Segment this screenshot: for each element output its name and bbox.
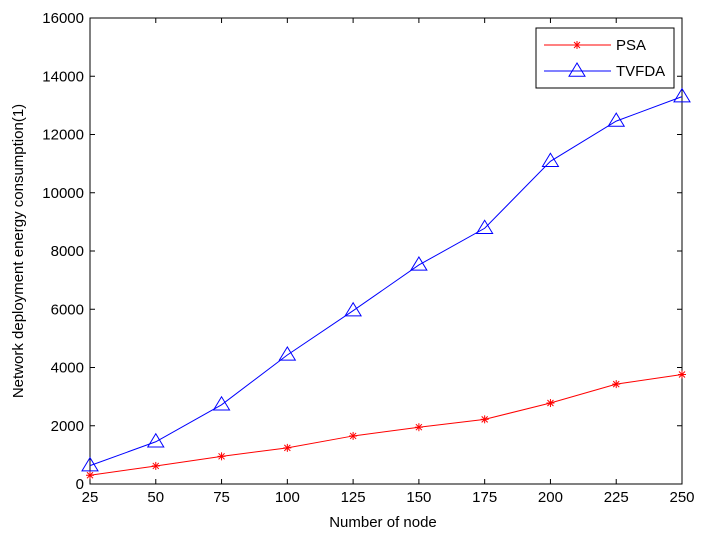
- data-point-tvfda: [146, 432, 165, 448]
- x-tick-label: 125: [341, 489, 366, 506]
- legend-label: PSA: [616, 37, 646, 54]
- y-tick-label: 8000: [51, 243, 84, 260]
- data-point-psa: [546, 399, 555, 408]
- data-point-tvfda: [344, 301, 362, 317]
- plot-background: [90, 18, 682, 484]
- series-psa: [86, 370, 686, 480]
- y-tick-label: 16000: [42, 10, 84, 27]
- y-axis-title: Network deployment energy consumption(1): [10, 104, 27, 398]
- data-point-psa: [217, 452, 226, 461]
- x-tick-label: 75: [213, 489, 230, 506]
- y-tick-label: 10000: [42, 185, 84, 202]
- data-point-tvfda: [212, 395, 231, 411]
- legend-marker: [568, 62, 586, 77]
- y-tick-label: 12000: [42, 127, 84, 144]
- data-point-tvfda: [278, 346, 297, 361]
- series-line-tvfda: [89, 96, 683, 467]
- data-point-psa: [480, 415, 489, 424]
- x-axis-title: Number of node: [329, 514, 437, 531]
- legend-entry-psa: PSA: [544, 37, 646, 54]
- x-tick-label: 200: [538, 489, 563, 506]
- legend: PSA TVFDA: [535, 27, 675, 89]
- data-point-psa: [283, 443, 292, 452]
- x-tick-label: 150: [406, 489, 431, 506]
- legend-marker: [573, 41, 581, 49]
- data-point-tvfda: [607, 112, 626, 127]
- y-tick-label: 4000: [51, 360, 84, 377]
- x-tick-label: 225: [604, 489, 629, 506]
- legend-box: [535, 27, 675, 89]
- x-tick-label: 175: [472, 489, 497, 506]
- x-ticks: 25 50 75 100 125 150 175 200 225 250: [82, 18, 695, 506]
- y-tick-label: 2000: [51, 418, 84, 435]
- x-tick-label: 25: [82, 489, 99, 506]
- legend-label: TVFDA: [616, 63, 665, 80]
- data-point-psa: [678, 370, 686, 379]
- series-group: [81, 87, 691, 480]
- x-tick-label: 250: [669, 489, 694, 506]
- y-tick-label: 6000: [51, 301, 84, 318]
- data-point-tvfda: [673, 87, 691, 103]
- data-point-psa: [349, 431, 358, 440]
- data-point-tvfda: [81, 456, 99, 472]
- y-ticks: 0 2000 4000 6000 8000 10000 12000 14000 16000: [42, 10, 682, 493]
- data-point-tvfda: [541, 152, 560, 167]
- legend-entry-tvfda: TVFDA: [544, 62, 665, 80]
- data-point-psa: [612, 380, 621, 389]
- y-tick-label: 0: [76, 476, 84, 493]
- data-point-psa: [86, 471, 94, 480]
- data-point-psa: [151, 461, 160, 470]
- series-line-psa: [89, 373, 683, 476]
- x-tick-label: 100: [275, 489, 300, 506]
- data-point-psa: [414, 423, 423, 432]
- x-tick-label: 50: [147, 489, 164, 506]
- series-tvfda: [81, 87, 691, 472]
- data-point-tvfda: [410, 256, 428, 271]
- data-point-tvfda: [475, 219, 494, 234]
- y-tick-label: 14000: [42, 68, 84, 85]
